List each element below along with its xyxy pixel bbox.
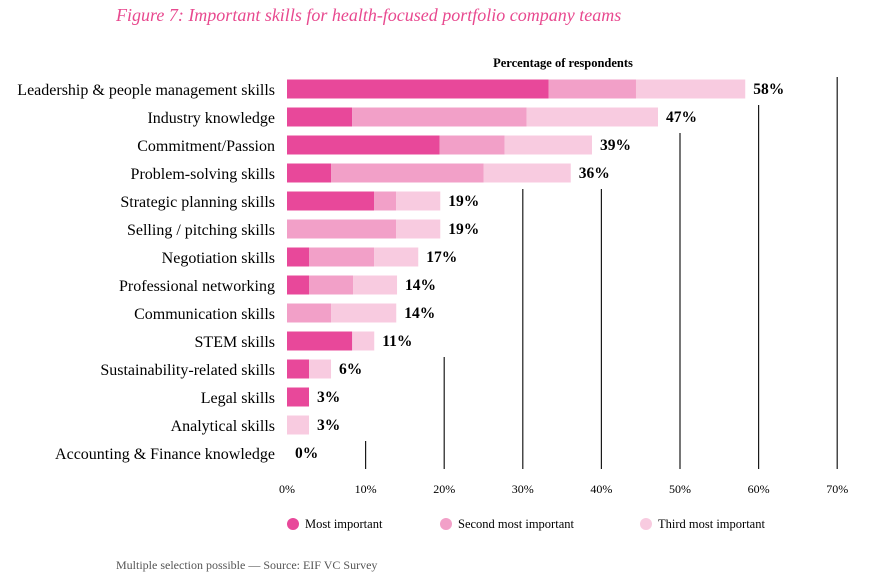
total-label: 19% xyxy=(448,193,479,210)
bar-segment xyxy=(439,135,505,155)
total-label: 36% xyxy=(579,165,610,182)
total-label: 19% xyxy=(448,221,479,238)
category-label: Leadership & people management skills xyxy=(17,82,275,99)
category-label: Legal skills xyxy=(201,390,275,407)
bar-segment xyxy=(374,247,419,267)
bar-segment xyxy=(309,275,354,295)
bar-segment xyxy=(374,191,397,211)
bar-segment xyxy=(287,303,332,323)
bar-segment xyxy=(287,331,353,351)
category-label: Accounting & Finance knowledge xyxy=(55,446,275,463)
legend-marker xyxy=(440,518,452,530)
category-label: Industry knowledge xyxy=(147,110,275,127)
tick-label: 60% xyxy=(748,482,770,496)
legend-marker xyxy=(287,518,299,530)
bar-segment xyxy=(287,247,310,267)
category-label: Problem-solving skills xyxy=(131,166,275,183)
total-label: 58% xyxy=(753,81,784,98)
category-label: Selling / pitching skills xyxy=(127,222,275,239)
category-label: Analytical skills xyxy=(171,418,275,435)
total-label: 6% xyxy=(339,361,362,378)
bar-segment xyxy=(352,331,375,351)
bar-segment xyxy=(353,275,398,295)
chart-title: Figure 7: Important skills for health-fo… xyxy=(116,5,622,25)
tick-label: 50% xyxy=(669,482,691,496)
total-label: 47% xyxy=(666,109,697,126)
bar-segment xyxy=(287,135,440,155)
bar-segment xyxy=(287,359,310,379)
bar-segment xyxy=(483,163,571,183)
legend-label: Most important xyxy=(305,517,383,531)
total-label: 17% xyxy=(426,249,457,266)
category-label: Sustainability-related skills xyxy=(100,362,275,379)
category-label: STEM skills xyxy=(195,334,275,351)
tick-label: 20% xyxy=(433,482,455,496)
bar-segment xyxy=(331,163,484,183)
bar-segment xyxy=(396,191,441,211)
bar-segment xyxy=(352,107,527,127)
bar-segment xyxy=(287,163,332,183)
tick-label: 70% xyxy=(826,482,848,496)
total-label: 0% xyxy=(295,445,318,462)
total-label: 11% xyxy=(382,333,412,350)
bar-segment xyxy=(309,359,332,379)
bar-segment xyxy=(548,79,636,99)
category-label: Negotiation skills xyxy=(162,250,275,267)
bar-segment xyxy=(287,219,397,239)
bar-segment xyxy=(635,79,746,99)
total-label: 3% xyxy=(317,389,340,406)
total-label: 3% xyxy=(317,417,340,434)
legend-marker xyxy=(640,518,652,530)
category-label: Professional networking xyxy=(119,278,275,295)
bar-segment xyxy=(309,247,375,267)
bar-segment xyxy=(287,415,310,435)
x-axis-label: Percentage of respondents xyxy=(493,56,633,70)
total-label: 39% xyxy=(600,137,631,154)
legend-label: Third most important xyxy=(658,517,765,531)
category-label: Strategic planning skills xyxy=(120,194,275,211)
category-label: Commitment/Passion xyxy=(137,138,275,155)
bar-segment xyxy=(287,107,353,127)
bar-segment xyxy=(331,303,397,323)
bar-segment xyxy=(504,135,592,155)
bar-segment xyxy=(287,387,310,407)
category-label: Communication skills xyxy=(134,306,275,323)
tick-label: 40% xyxy=(590,482,612,496)
legend-label: Second most important xyxy=(458,517,574,531)
bar-segment xyxy=(287,191,375,211)
tick-label: 30% xyxy=(512,482,534,496)
footnote: Multiple selection possible — Source: EI… xyxy=(116,558,378,572)
bar-segment xyxy=(287,79,549,99)
tick-label: 10% xyxy=(355,482,377,496)
total-label: 14% xyxy=(405,277,436,294)
tick-label: 0% xyxy=(279,482,295,496)
bar-segment xyxy=(526,107,658,127)
bar-segment xyxy=(287,275,310,295)
total-label: 14% xyxy=(404,305,435,322)
bar-segment xyxy=(396,219,441,239)
